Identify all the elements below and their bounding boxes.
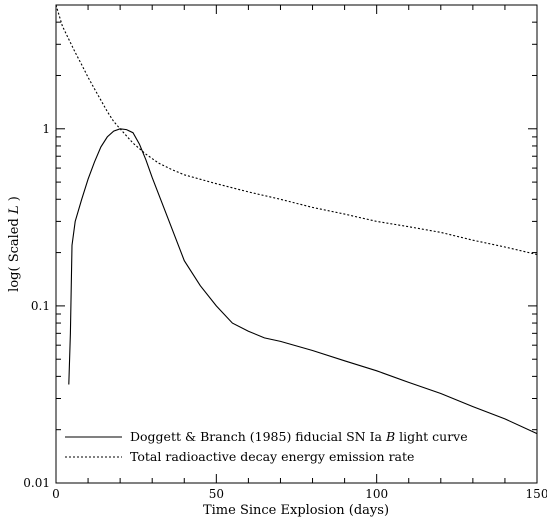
legend-label-light-curve-suffix: light curve <box>395 429 468 444</box>
axis-tick-labels: 0 50 100 150 0.01 0.1 1 <box>23 122 547 501</box>
y-axis-label-suffix: ) <box>7 196 22 205</box>
x-tick-label: 150 <box>526 487 547 501</box>
x-tick-label: 100 <box>365 487 388 501</box>
x-axis-label: Time Since Explosion (days) <box>203 503 389 518</box>
legend-label-light-curve: Doggett & Branch (1985) fiducial SN Ia B… <box>130 429 468 444</box>
x-tick-label: 0 <box>52 487 60 501</box>
y-axis-label: log( Scaled L ) <box>7 196 22 292</box>
plot-frame <box>55 4 538 484</box>
y-axis-label-prefix: log( Scaled <box>7 214 22 292</box>
y-axis-label-var: L <box>7 205 22 215</box>
legend: Doggett & Branch (1985) fiducial SN Ia B… <box>65 429 468 464</box>
legend-label-decay-rate: Total radioactive decay energy emission … <box>130 449 414 464</box>
series-layer <box>55 4 538 435</box>
legend-label-light-curve-var: B <box>385 429 395 444</box>
series-decay-rate <box>55 4 538 256</box>
legend-label-light-curve-prefix: Doggett & Branch (1985) fiducial SN Ia <box>130 429 386 444</box>
y-tick-label: 1 <box>42 122 50 136</box>
y-tick-label: 0.01 <box>23 476 50 490</box>
series-light-curve <box>68 128 538 435</box>
x-tick-label: 50 <box>209 487 224 501</box>
axis-ticks <box>55 4 538 484</box>
y-tick-label: 0.1 <box>31 299 50 313</box>
